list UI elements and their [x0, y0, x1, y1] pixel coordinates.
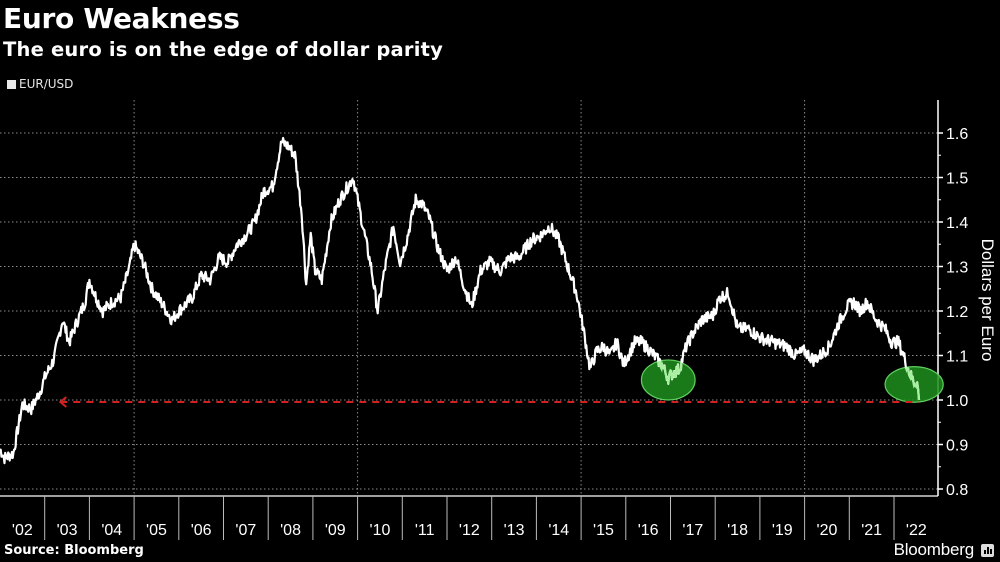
eurusd-line — [0, 136, 921, 465]
legend-label: EUR/USD — [19, 77, 74, 91]
y-tick-label: 1.1 — [946, 349, 968, 366]
x-tick-label: '17 — [682, 522, 703, 539]
x-tick-label: '09 — [325, 522, 346, 539]
x-tick-label: '05 — [146, 522, 167, 539]
y-tick-label: 1.0 — [946, 393, 968, 410]
x-tick-label: '14 — [548, 522, 569, 539]
x-tick-label: '15 — [593, 522, 614, 539]
y-tick-label: 1.2 — [946, 304, 968, 321]
y-tick-label: 0.8 — [946, 482, 968, 499]
x-tick-label: '04 — [101, 522, 122, 539]
y-tick-label: 1.4 — [946, 215, 968, 232]
y-axis-label: Dollars per Euro — [978, 238, 997, 362]
x-tick-label: '10 — [370, 522, 391, 539]
y-tick-label: 0.9 — [946, 438, 968, 455]
source-note: Source: Bloomberg — [4, 543, 144, 558]
x-tick-label: '03 — [57, 522, 78, 539]
chart-title: Euro Weakness — [3, 2, 240, 35]
arrow-left-icon — [58, 396, 67, 408]
x-tick-label: '07 — [235, 522, 256, 539]
legend: EUR/USD — [7, 77, 73, 91]
highlighted-line-segment — [641, 359, 696, 401]
x-tick-label: '19 — [772, 522, 793, 539]
x-tick-label: '02 — [12, 522, 33, 539]
x-tick-label: '20 — [817, 522, 838, 539]
y-tick-label: 1.3 — [946, 260, 968, 277]
x-tick-label: '21 — [861, 522, 882, 539]
chart-subtitle: The euro is on the edge of dollar parity — [3, 38, 444, 61]
y-tick-label: 1.6 — [946, 126, 968, 143]
bloomberg-chart-icon — [981, 544, 994, 557]
x-tick-label: '08 — [280, 522, 301, 539]
x-tick-label: '11 — [415, 522, 435, 539]
x-tick-label: '13 — [504, 522, 525, 539]
bloomberg-logo: Bloomberg — [893, 540, 975, 559]
y-tick-label: 1.5 — [946, 171, 968, 188]
x-tick-label: '22 — [906, 522, 927, 539]
x-tick-label: '18 — [727, 522, 748, 539]
highlighted-line-segment — [885, 366, 921, 403]
y-axis-title: Dollars per Euro — [976, 215, 998, 385]
x-tick-label: '06 — [191, 522, 212, 539]
x-tick-label: '12 — [459, 522, 480, 539]
legend-swatch-icon — [7, 79, 16, 89]
x-tick-label: '16 — [638, 522, 659, 539]
